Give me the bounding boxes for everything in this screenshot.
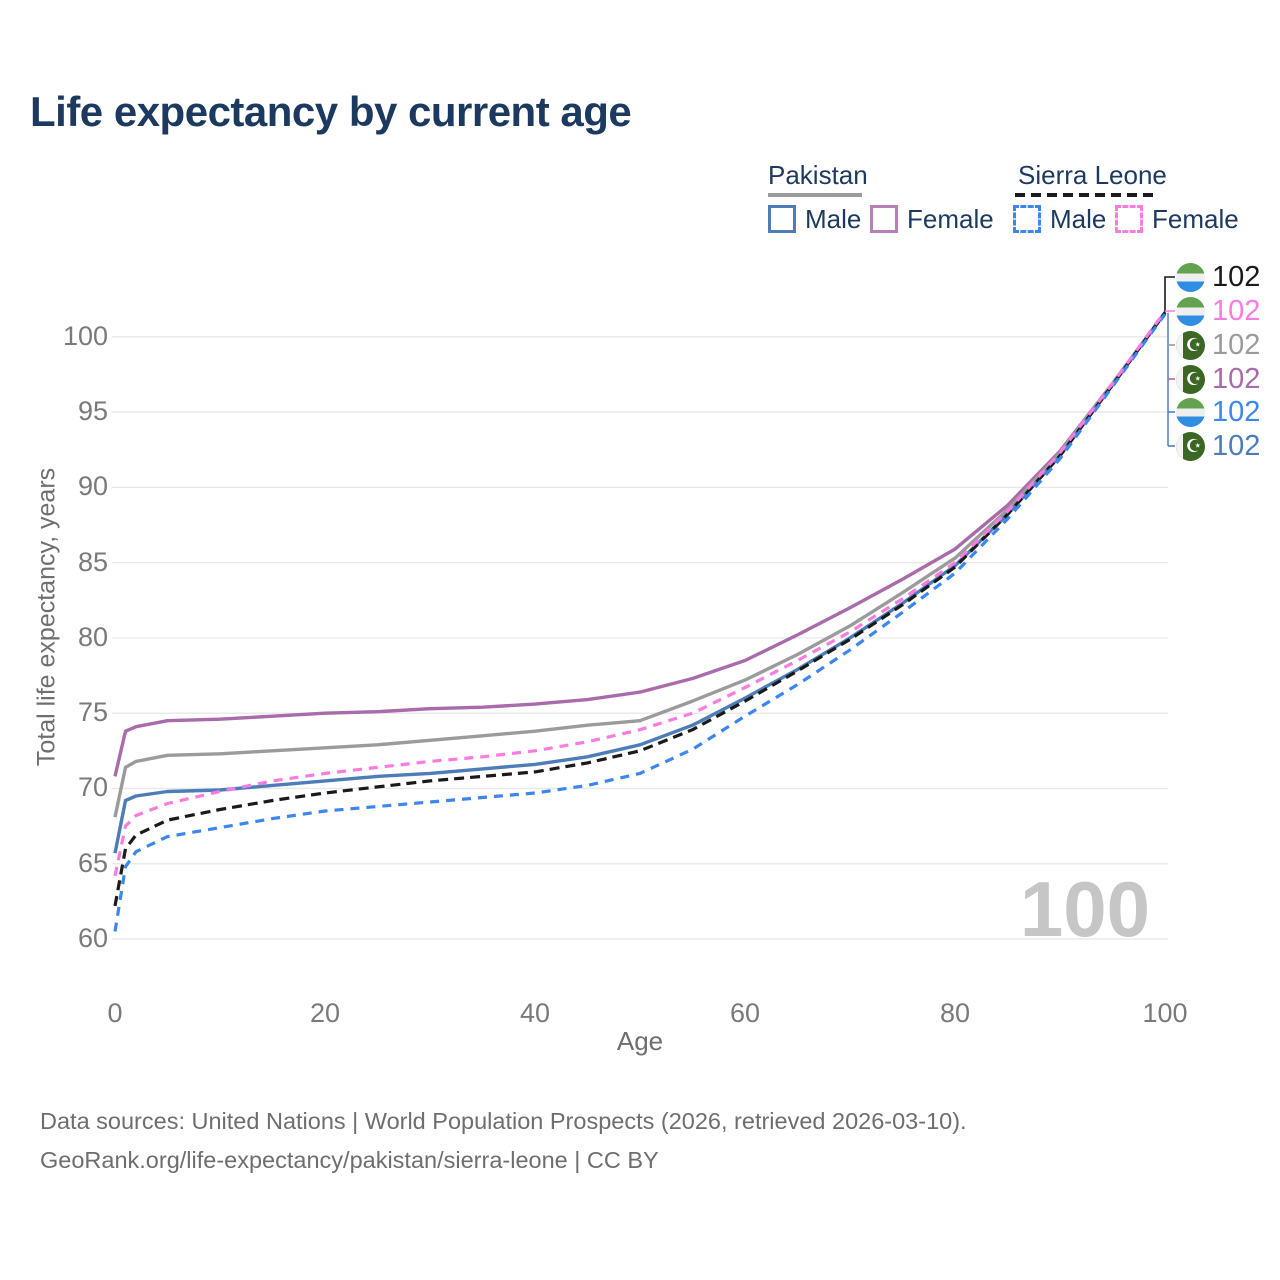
y-tick-75: 75: [77, 697, 108, 728]
legend-item-pakistan-male[interactable]: Male: [768, 204, 861, 234]
flag-hoist-strip: [1176, 431, 1183, 461]
series-line-sierra-leone-male[interactable]: [113, 313, 1167, 932]
flag-pakistan-icon: ☪: [1176, 431, 1205, 461]
series-line-sierra-leone-female[interactable]: [113, 310, 1167, 877]
x-tick-100: 100: [1142, 998, 1188, 1028]
crescent-star-icon: ☪: [1185, 334, 1202, 355]
sierra-leone-male-swatch-icon: [1013, 205, 1041, 233]
y-tick-100: 100: [62, 320, 108, 351]
pakistan-female-swatch-icon: [870, 205, 898, 233]
legend-item-label: Female: [1152, 203, 1239, 234]
series-line-pakistan[interactable]: [113, 311, 1167, 818]
y-tick-65: 65: [77, 847, 108, 878]
sierra-leone-line-swatch: [1015, 193, 1155, 197]
x-tick-20: 20: [309, 998, 341, 1028]
pakistan-line-swatch: [768, 193, 862, 197]
legend-item-label: Male: [1050, 203, 1107, 234]
sierra-leone-female-swatch-icon: [1115, 205, 1143, 233]
footer-data-sources: Data sources: United Nations | World Pop…: [40, 1108, 967, 1134]
end-label-row-sierra-leone-female: 102: [1176, 295, 1260, 327]
x-tick-0: 0: [107, 998, 123, 1028]
end-label-value: 102: [1212, 363, 1261, 395]
end-label-row-pakistan-male: ☪ 102: [1176, 430, 1260, 462]
flag-sierra-leone-icon: [1176, 296, 1205, 326]
series-line-pakistan-female[interactable]: [113, 311, 1167, 777]
flag-sierra-leone-icon: [1176, 262, 1205, 292]
y-tick-95: 95: [77, 396, 108, 427]
y-tick-60: 60: [77, 923, 108, 953]
series-line-sierra-leone[interactable]: [113, 311, 1167, 907]
flag-hoist-strip: [1176, 330, 1183, 360]
end-label-value: 102: [1212, 329, 1261, 361]
crescent-star-icon: ☪: [1185, 368, 1202, 389]
y-tick-90: 90: [77, 471, 108, 502]
pakistan-male-swatch-icon: [768, 205, 796, 233]
y-tick-80: 80: [77, 621, 108, 652]
legend-item-sierra-leone-female[interactable]: Female: [1115, 204, 1239, 234]
x-tick-80: 80: [939, 998, 971, 1028]
flag-pakistan-icon: ☪: [1176, 330, 1205, 360]
end-label-value: 102: [1212, 295, 1261, 327]
flag-hoist-strip: [1176, 364, 1183, 394]
age-counter-watermark: 100: [1019, 865, 1150, 953]
end-label-value: 102: [1212, 396, 1261, 428]
y-tick-85: 85: [77, 546, 108, 577]
x-tick-60: 60: [729, 998, 761, 1028]
end-label-connector: [1164, 276, 1175, 313]
end-label-row-pakistan-female: ☪ 102: [1176, 363, 1260, 395]
flag-sierra-leone-icon: [1176, 397, 1205, 427]
page-title: Life expectancy by current age: [30, 88, 632, 135]
legend-item-sierra-leone-male[interactable]: Male: [1013, 204, 1106, 234]
end-label-row-sierra-leone: 102: [1176, 261, 1260, 293]
crescent-star-icon: ☪: [1185, 435, 1202, 456]
end-label-row-pakistan: ☪ 102: [1176, 329, 1260, 361]
footer-attribution: GeoRank.org/life-expectancy/pakistan/sie…: [40, 1147, 659, 1173]
end-label-value: 102: [1212, 261, 1261, 293]
flag-pakistan-icon: ☪: [1176, 364, 1205, 394]
legend-item-pakistan-female[interactable]: Female: [870, 204, 994, 234]
x-axis-title: Age: [616, 1026, 664, 1056]
legend-item-label: Male: [805, 203, 862, 234]
end-label-value: 102: [1212, 430, 1261, 462]
end-label-row-sierra-leone-male: 102: [1176, 396, 1260, 428]
legend-item-label: Female: [907, 203, 994, 234]
legend-group-pakistan-label[interactable]: Pakistan: [768, 160, 868, 190]
x-tick-40: 40: [519, 998, 551, 1028]
y-tick-70: 70: [77, 772, 108, 803]
legend-group-sierra-leone-label[interactable]: Sierra Leone: [1018, 160, 1167, 190]
